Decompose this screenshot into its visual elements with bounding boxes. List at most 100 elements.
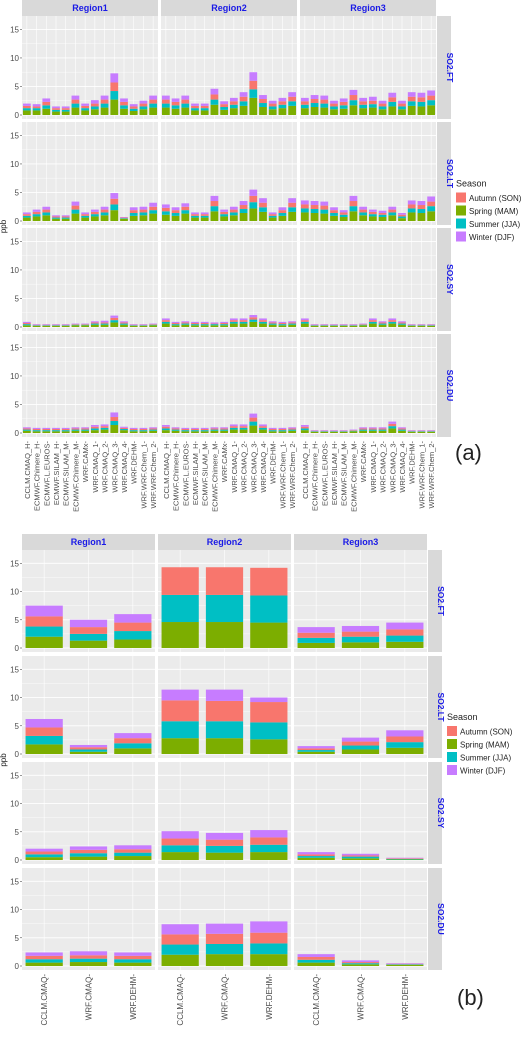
bar-segment [110,425,119,433]
bar-segment [386,629,424,636]
bar-segment [110,73,119,83]
bar-segment [268,106,277,110]
bar-segment [386,858,424,860]
bar-segment [288,429,297,431]
bar-segment [249,89,258,98]
bar-segment [368,323,377,327]
bar-segment [52,324,60,326]
bar-segment [139,325,148,327]
bar-segment [341,858,380,860]
bar-segment [341,964,380,966]
bar-segment [42,108,51,115]
bar-segment [417,213,426,221]
bar-segment [250,921,288,933]
y-tick-label: 10 [10,372,19,381]
bar-segment [210,211,219,221]
bar-segment [120,217,128,219]
bar-segment [25,851,63,855]
bar-segment [149,325,158,327]
facet-panel [300,228,436,331]
y-tick-label: 10 [10,54,19,63]
bar-segment [191,108,199,111]
bar-segment [368,428,377,430]
bar-segment [378,324,387,327]
bar-segment [25,616,63,627]
bar-segment [300,97,309,102]
bar-segment [349,100,358,106]
bar-segment [417,101,426,107]
variable-strip [428,868,442,970]
bar-segment [129,106,138,109]
bar-segment [120,430,128,433]
x-tick-label: WRF.CMAQ_4- [398,441,407,493]
bar-segment [339,105,348,109]
bar-segment [288,322,297,324]
bar-segment [61,429,70,431]
x-tick-label: ECMWF.SILAM_M- [62,441,71,507]
bar-segment [320,431,329,433]
bar-segment [349,105,358,115]
bar-segment [161,207,170,212]
bar-segment [210,99,219,105]
legend-title: Season [447,712,478,722]
variable-strip [428,656,442,758]
bar-segment [69,751,108,754]
bar-segment [250,954,288,966]
bar-segment [310,99,319,104]
bar-segment [114,856,152,860]
bar-segment [171,98,180,102]
bar-segment [100,212,109,216]
bar-segment [341,631,380,637]
bar-segment [129,215,138,221]
bar-segment [339,430,348,431]
bar-segment [71,430,80,433]
bar-segment [32,324,41,326]
bar-segment [114,743,152,749]
bar-segment [171,428,180,430]
bar-segment [250,697,288,703]
bar-segment [249,425,258,433]
bar-segment [161,838,199,846]
bar-segment [120,105,128,109]
bar-segment [388,423,397,427]
bar-segment [341,745,380,750]
bar-segment [191,217,199,221]
region-strip-label: Region2 [211,3,247,13]
bar-segment [330,100,338,104]
bar-segment [71,323,80,325]
bar-segment [22,429,31,431]
bar-segment [71,427,80,429]
bar-segment [61,216,70,218]
region-strip [300,0,436,16]
bar-segment [407,200,416,205]
bar-segment [239,213,248,221]
y-tick-label: 10 [10,266,19,275]
bar-segment [220,211,229,215]
y-tick-label: 5 [15,400,20,409]
x-tick-label: WRF.CAMx- [220,441,229,483]
bar-segment [171,215,180,221]
bar-segment [32,108,41,111]
bar-segment [320,431,329,432]
bar-segment [81,325,90,327]
bar-segment [200,110,209,115]
bar-segment [330,213,338,216]
bar-segment [69,640,108,648]
bar-segment [239,321,248,324]
legend-swatch [447,752,457,762]
bar-segment [181,323,190,325]
bar-segment [388,323,397,327]
bar-segment [339,98,348,102]
bar-segment [120,101,128,106]
bar-segment [407,430,416,432]
bar-segment [417,325,426,326]
bar-segment [22,325,31,327]
x-tick-label: WRF.CMAQ_1- [230,441,239,493]
bar-segment [100,95,109,100]
legend-label: Winter (DJF) [469,233,515,242]
bar-segment [349,430,358,431]
bar-segment [310,95,319,100]
bar-segment [330,210,338,214]
x-tick-label: ECMWF.Chimere_M- [349,441,358,512]
bar-segment [386,622,424,630]
